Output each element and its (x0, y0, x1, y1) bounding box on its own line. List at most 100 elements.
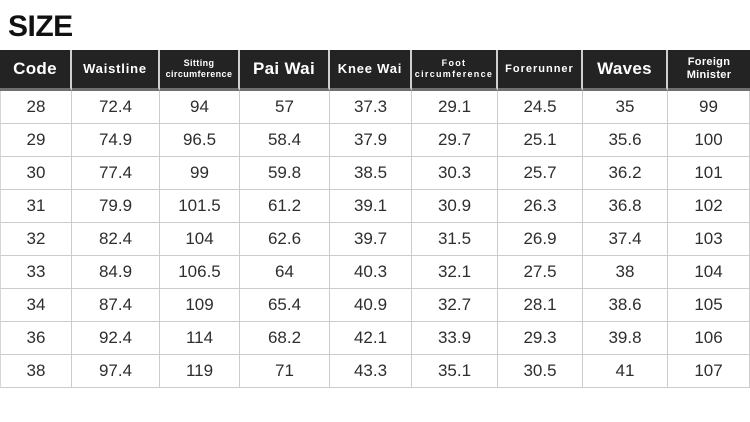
table-cell: 42.1 (330, 322, 412, 355)
table-cell: 28 (0, 91, 72, 124)
table-cell: 104 (668, 256, 750, 289)
table-cell: 106.5 (160, 256, 240, 289)
table-cell: 36 (0, 322, 72, 355)
table-cell: 38 (583, 256, 668, 289)
table-cell: 38 (0, 355, 72, 388)
table-cell: 35.1 (412, 355, 498, 388)
table-cell: 79.9 (72, 190, 160, 223)
table-cell: 77.4 (72, 157, 160, 190)
table-cell: 82.4 (72, 223, 160, 256)
table-cell: 102 (668, 190, 750, 223)
table-row: 29 74.9 96.5 58.4 37.9 29.7 25.1 35.6 100 (0, 124, 750, 157)
table-cell: 35 (583, 91, 668, 124)
column-header-code: Code (0, 50, 72, 91)
table-cell: 27.5 (498, 256, 583, 289)
table-cell: 30.5 (498, 355, 583, 388)
table-body: 28 72.4 94 57 37.3 29.1 24.5 35 99 29 74.9 96.5 58.4… (0, 91, 750, 388)
column-header-pai-wai: Pai Wai (240, 50, 330, 91)
table-cell: 104 (160, 223, 240, 256)
table-cell: 24.5 (498, 91, 583, 124)
table-cell: 101.5 (160, 190, 240, 223)
table-cell: 41 (583, 355, 668, 388)
table-cell: 101 (668, 157, 750, 190)
column-header-foot-circumference: Foot circumference (412, 50, 498, 91)
table-cell: 40.3 (330, 256, 412, 289)
table-cell: 30 (0, 157, 72, 190)
table-cell: 43.3 (330, 355, 412, 388)
table-cell: 72.4 (72, 91, 160, 124)
table-cell: 65.4 (240, 289, 330, 322)
table-cell: 25.1 (498, 124, 583, 157)
table-cell: 84.9 (72, 256, 160, 289)
table-cell: 32.1 (412, 256, 498, 289)
table-cell: 33 (0, 256, 72, 289)
table-cell: 103 (668, 223, 750, 256)
page-title: SIZE (8, 10, 73, 43)
table-cell: 109 (160, 289, 240, 322)
table-cell: 29.1 (412, 91, 498, 124)
table-cell: 29.7 (412, 124, 498, 157)
table-cell: 106 (668, 322, 750, 355)
table-cell: 107 (668, 355, 750, 388)
table-cell: 30.9 (412, 190, 498, 223)
table-cell: 28.1 (498, 289, 583, 322)
table-cell: 97.4 (72, 355, 160, 388)
table-cell: 114 (160, 322, 240, 355)
table-cell: 32 (0, 223, 72, 256)
table-cell: 99 (668, 91, 750, 124)
table-cell: 29.3 (498, 322, 583, 355)
table-cell: 30.3 (412, 157, 498, 190)
column-header-waves: Waves (583, 50, 668, 91)
table-row: 31 79.9 101.5 61.2 39.1 30.9 26.3 36.8 102 (0, 190, 750, 223)
table-cell: 39.8 (583, 322, 668, 355)
table-row: 28 72.4 94 57 37.3 29.1 24.5 35 99 (0, 91, 750, 124)
table-cell: 32.7 (412, 289, 498, 322)
table-cell: 96.5 (160, 124, 240, 157)
table-row: 30 77.4 99 59.8 38.5 30.3 25.7 36.2 101 (0, 157, 750, 190)
column-header-foreign-minister: Foreign Minister (668, 50, 750, 91)
table-cell: 58.4 (240, 124, 330, 157)
column-header-waistline: Waistline (72, 50, 160, 91)
table-cell: 29 (0, 124, 72, 157)
table-cell: 38.6 (583, 289, 668, 322)
table-cell: 33.9 (412, 322, 498, 355)
table-row: 38 97.4 119 71 43.3 35.1 30.5 41 107 (0, 355, 750, 388)
table-cell: 105 (668, 289, 750, 322)
table-cell: 25.7 (498, 157, 583, 190)
table-cell: 119 (160, 355, 240, 388)
table-cell: 31 (0, 190, 72, 223)
table-row: 36 92.4 114 68.2 42.1 33.9 29.3 39.8 106 (0, 322, 750, 355)
table-cell: 37.4 (583, 223, 668, 256)
size-table: Code Waistline Sitting circumference Pai… (0, 50, 750, 388)
table-cell: 62.6 (240, 223, 330, 256)
table-row: 34 87.4 109 65.4 40.9 32.7 28.1 38.6 105 (0, 289, 750, 322)
table-cell: 26.9 (498, 223, 583, 256)
column-header-sitting-circumference: Sitting circumference (160, 50, 240, 91)
table-cell: 71 (240, 355, 330, 388)
table-cell: 94 (160, 91, 240, 124)
table-header-row: Code Waistline Sitting circumference Pai… (0, 50, 750, 91)
table-cell: 61.2 (240, 190, 330, 223)
table-cell: 34 (0, 289, 72, 322)
table-cell: 39.1 (330, 190, 412, 223)
column-header-knee-wai: Knee Wai (330, 50, 412, 91)
table-cell: 68.2 (240, 322, 330, 355)
table-cell: 57 (240, 91, 330, 124)
table-cell: 39.7 (330, 223, 412, 256)
table-cell: 35.6 (583, 124, 668, 157)
table-row: 32 82.4 104 62.6 39.7 31.5 26.9 37.4 103 (0, 223, 750, 256)
column-header-forerunner: Forerunner (498, 50, 583, 91)
table-cell: 100 (668, 124, 750, 157)
table-cell: 87.4 (72, 289, 160, 322)
table-cell: 99 (160, 157, 240, 190)
table-cell: 31.5 (412, 223, 498, 256)
table-cell: 26.3 (498, 190, 583, 223)
table-cell: 92.4 (72, 322, 160, 355)
table-cell: 36.2 (583, 157, 668, 190)
table-cell: 40.9 (330, 289, 412, 322)
table-cell: 37.3 (330, 91, 412, 124)
table-cell: 37.9 (330, 124, 412, 157)
table-cell: 38.5 (330, 157, 412, 190)
table-cell: 74.9 (72, 124, 160, 157)
table-cell: 59.8 (240, 157, 330, 190)
